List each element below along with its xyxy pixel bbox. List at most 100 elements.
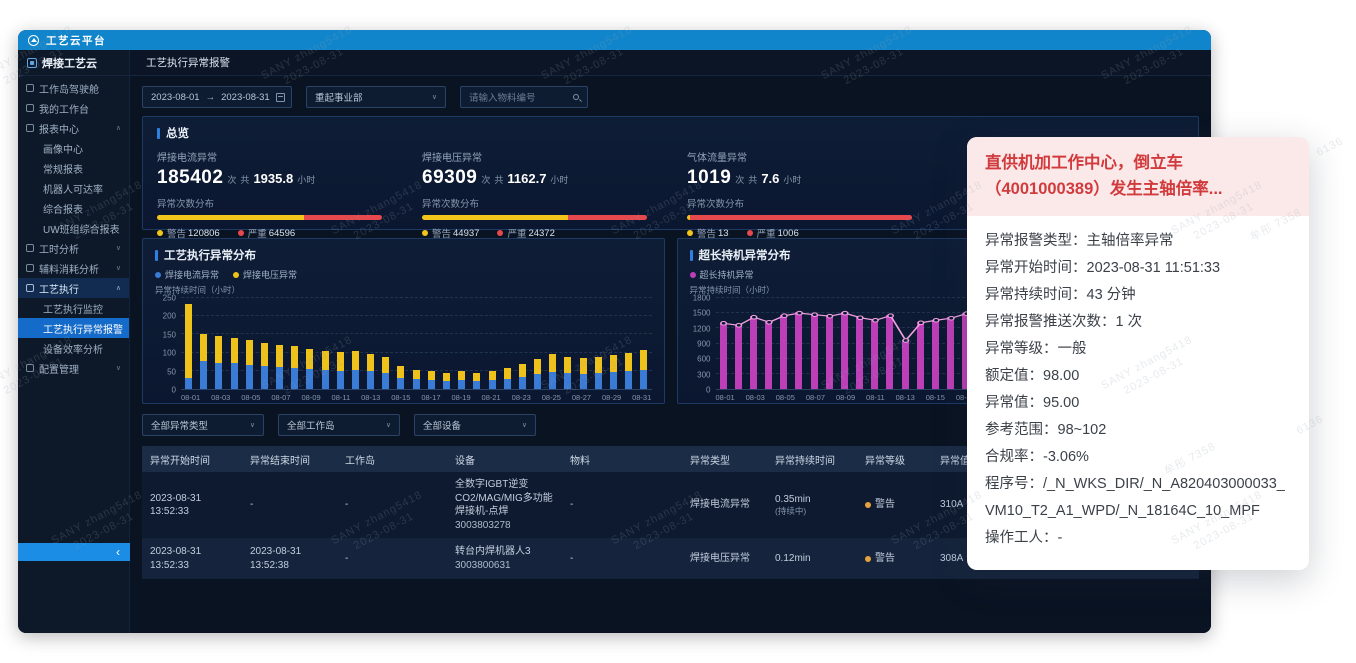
chevron-down-icon: ∨ (521, 422, 527, 429)
bar-segment (306, 348, 314, 369)
sidebar-item-label: 辅料消耗分析 (39, 264, 99, 276)
sidebar-subitem[interactable]: UW班组综合报表 (43, 224, 120, 236)
tab-process-exception-alarm[interactable]: 工艺执行异常报警 (146, 57, 230, 69)
bar-segment (245, 340, 253, 365)
bar-segment (840, 312, 848, 389)
sidebar-item[interactable]: 工艺执行 ∧ (18, 278, 129, 298)
stat-count-unit: 次 (227, 175, 237, 185)
bar (488, 370, 496, 389)
x-tick-label: 08-01 (181, 393, 201, 402)
y-tick-label: 0 (706, 385, 711, 395)
sidebar-subitem[interactable]: 常规报表 (43, 164, 83, 176)
sidebar-item[interactable]: 工作岛驾驶舱 (18, 78, 129, 98)
sidebar-item[interactable]: 工时分析 ∨ (18, 238, 129, 258)
bar-segment (503, 378, 511, 389)
bar-segment (306, 368, 314, 389)
sidebar-collapse-button[interactable]: ‹ (18, 543, 130, 561)
duration-value: 0.12min (775, 552, 811, 564)
sidebar-subitem[interactable]: 工艺执行监控 (43, 304, 103, 316)
sidebar-subitem[interactable]: 工艺执行异常报警 (18, 318, 129, 338)
warn-dot-icon (422, 230, 428, 236)
warn-legend-item: 警告 120806 (157, 226, 220, 240)
cell-work-island: - (345, 552, 349, 564)
x-tick-label: 08-29 (601, 393, 622, 402)
bar-segment (321, 369, 329, 389)
stat-hours: 1935.8 (253, 171, 294, 186)
sidebar-item[interactable]: 我的工作台 (18, 98, 129, 118)
y-tick-label: 0 (171, 385, 176, 395)
alarm-detail-line: 异常开始时间：2023-08-31 11:51:33 (985, 260, 1221, 277)
gridline (181, 351, 652, 353)
division-select[interactable]: 重起事业部 ∨ (306, 86, 446, 108)
calendar-icon (275, 92, 285, 102)
work-island-select[interactable]: 全部工作岛 ∨ (278, 414, 400, 436)
bar (473, 372, 481, 389)
x-tick-label: 08-05 (241, 393, 261, 402)
app-header: 工艺云平台 (18, 30, 1211, 50)
bar-segment (780, 314, 788, 389)
bar (625, 352, 633, 389)
stat-hours-unit: 小时 (550, 175, 569, 185)
level-label: 警告 (875, 552, 895, 564)
chart-panel-process-exception: 工艺执行异常分布 焊接电流异常 焊接电压异常 异常持续时间（小时） 0 50 100 150 2… (142, 238, 665, 404)
column-header: 工作岛 (345, 455, 375, 467)
bar (306, 348, 314, 389)
sidebar-subitem[interactable]: 设备效率分析 (43, 344, 103, 356)
bar-segment (367, 353, 375, 372)
column-header: 异常值 (940, 455, 970, 467)
stat-dist-label: 异常次数分布 (687, 199, 745, 210)
bar-segment (200, 333, 208, 362)
alarm-detail-line: 异常值：95.00 (985, 395, 1080, 412)
severe-label: 严重 (756, 229, 776, 240)
alarm-detail-line: 异常报警类型：主轴倍率异常 (985, 233, 1174, 250)
warn-value: 44937 (453, 227, 480, 239)
bar-segment (594, 372, 602, 389)
bar (947, 317, 955, 389)
sidebar-item[interactable]: 辅料消耗分析 ∨ (18, 258, 129, 278)
chevron-down-icon: ∨ (431, 94, 437, 101)
sidebar-subitem[interactable]: 综合报表 (43, 204, 83, 216)
column-header: 异常等级 (865, 455, 905, 467)
welding-cloud-icon (27, 57, 37, 68)
bar-segment (367, 371, 375, 389)
stat-hours-prefix: 共 (240, 175, 250, 185)
chevron-down-icon: ∨ (115, 265, 121, 272)
cell-material: - (570, 499, 574, 511)
process-icon (26, 284, 34, 292)
level-label: 警告 (875, 499, 895, 511)
sidebar-item-label: 配置管理 (39, 364, 79, 376)
clock-icon (26, 244, 34, 252)
date-range-picker[interactable]: 2023-08-01 → 2023-08-31 (142, 86, 292, 108)
stat-progress-bar (157, 215, 382, 220)
bar-segment (640, 369, 648, 389)
bar (734, 324, 742, 389)
severe-legend-item: 严重 64596 (237, 226, 295, 240)
severe-dot-icon (237, 230, 244, 236)
stat-dist-label: 异常次数分布 (422, 199, 480, 210)
sidebar-item[interactable]: 报表中心 ∧ (18, 118, 129, 138)
sidebar-subitem[interactable]: 机器人可达率 (43, 184, 103, 196)
x-tick-label: 08-07 (805, 393, 826, 402)
bar (200, 333, 208, 389)
severe-segment (303, 215, 382, 220)
x-tick-label: 08-05 (775, 393, 795, 402)
cell-exception-type: 焊接电流异常 (690, 499, 750, 511)
material-search-input[interactable]: 请输入物料编号 (460, 86, 588, 108)
title-accent (155, 249, 158, 261)
device-select[interactable]: 全部设备 ∨ (414, 414, 536, 436)
alarm-detail-line: 异常报警推送次数：1 次 (985, 314, 1143, 331)
bar (719, 322, 727, 389)
stat-hours-prefix: 共 (748, 175, 758, 185)
legend-item: 超长持机异常 (689, 268, 754, 281)
y-tick-label: 250 (162, 293, 176, 303)
chart-title: 超长持机异常分布 (689, 247, 1187, 263)
legend-label: 超长持机异常 (699, 270, 754, 280)
exception-type-select[interactable]: 全部异常类型 ∨ (142, 414, 264, 436)
sidebar: 焊接工艺云 工作岛驾驶舱 我的工作台 报表中心 ∧ 画像中心 常规报表 机器人可达率 综合报表… (18, 50, 130, 633)
x-tick-label: 08-03 (745, 393, 765, 402)
bar-segment (810, 313, 818, 389)
bar-segment (488, 379, 496, 389)
sidebar-item[interactable]: 配置管理 ∨ (18, 358, 129, 378)
sidebar-subitem[interactable]: 画像中心 (43, 144, 83, 156)
bar (336, 352, 344, 389)
